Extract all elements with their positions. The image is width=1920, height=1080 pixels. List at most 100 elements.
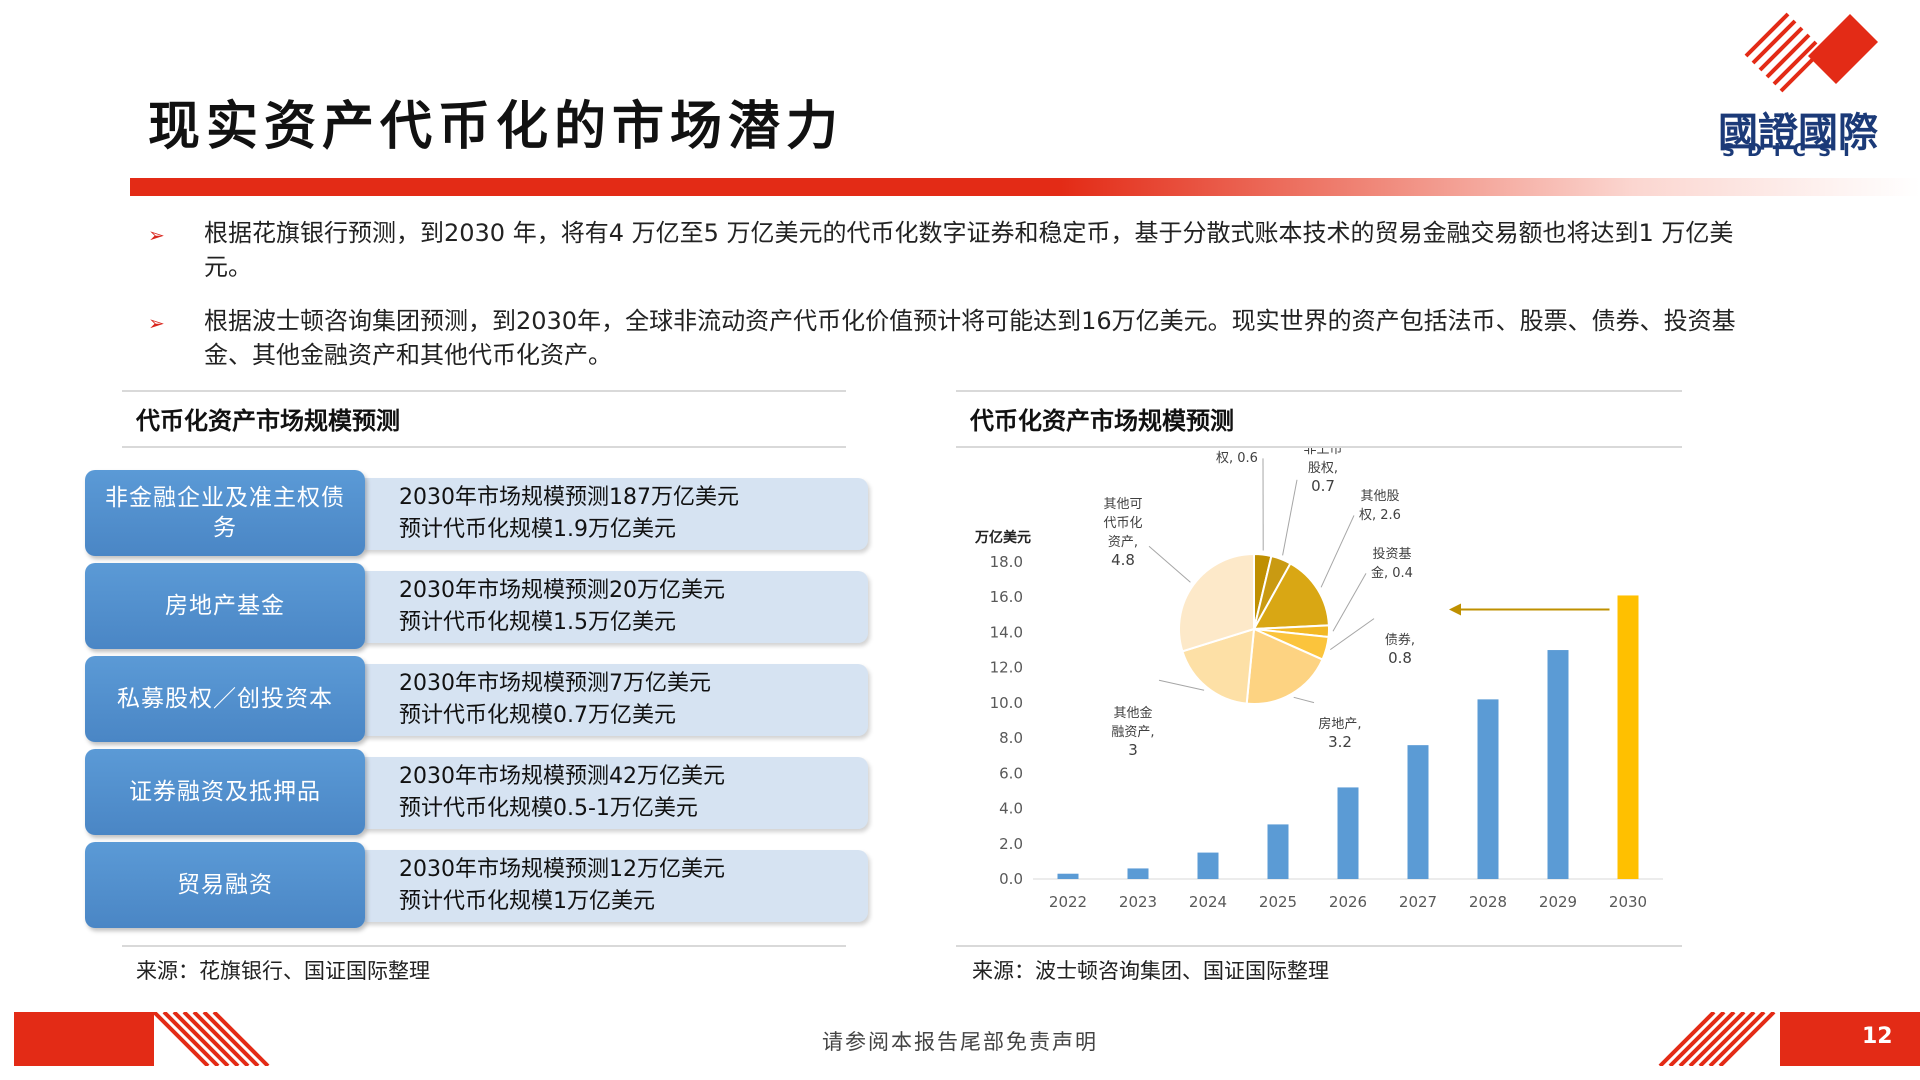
- y-tick-label: 2.0: [999, 835, 1023, 853]
- category-label: 贸易融资: [85, 842, 365, 928]
- x-tick-label: 2024: [1189, 893, 1227, 911]
- y-tick-label: 16.0: [990, 588, 1023, 606]
- x-tick-label: 2030: [1609, 893, 1647, 911]
- bar-2024: [1197, 852, 1219, 879]
- right-panel-title: 代币化资产市场规模预测: [956, 390, 1682, 448]
- bar-2025: [1267, 824, 1289, 879]
- footer-stripe-left: [14, 1012, 270, 1066]
- category-label: 私募股权／创投资本: [85, 656, 365, 742]
- left-panel-title: 代币化资产市场规模预测: [122, 390, 846, 448]
- pie-data-label: 房地产,: [1318, 716, 1361, 732]
- category-row: 2030年市场规模预测12万亿美元 预计代币化规模1万亿美元 贸易融资: [85, 842, 868, 928]
- x-tick-label: 2022: [1049, 893, 1087, 911]
- pie-leader-line: [1320, 515, 1355, 588]
- detail-line: 2030年市场规模预测187万亿美元: [399, 485, 739, 510]
- y-tick-label: 10.0: [990, 694, 1023, 712]
- category-row: 2030年市场规模预测187万亿美元 预计代币化规模1.9万亿美元 非金融企业及…: [85, 470, 868, 556]
- pie-data-label: 非上市: [1303, 448, 1342, 457]
- pie-data-label: 权, 0.6: [1216, 450, 1258, 466]
- pie-slice: [1245, 627, 1324, 705]
- category-row: 2030年市场规模预测20万亿美元 预计代币化规模1.5万亿美元 房地产基金: [85, 563, 868, 649]
- bullet-list: ➢ 根据花旗银行预测，到2030 年，将有4 万亿至5 万亿美元的代币化数字证券…: [148, 216, 1768, 392]
- disclaimer-note: 请参阅本报告尾部免责声明: [822, 1030, 1098, 1054]
- pie-leader-line: [1148, 545, 1191, 583]
- category-detail: 2030年市场规模预测42万亿美元 预计代币化规模0.5-1万亿美元: [363, 757, 868, 829]
- bar-2027: [1407, 745, 1429, 879]
- logo-subtext: SDICSI: [1722, 140, 1862, 161]
- footer-stripe-right: [1658, 1012, 1920, 1066]
- x-tick-label: 2028: [1469, 893, 1507, 911]
- detail-line: 2030年市场规模预测42万亿美元: [399, 764, 725, 789]
- pie-data-label: 资产,: [1108, 535, 1138, 550]
- y-tick-label: 4.0: [999, 800, 1023, 818]
- bullet-item: ➢ 根据波士顿咨询集团预测，到2030年，全球非流动资产代币化价值预计将可能达到…: [148, 304, 1768, 372]
- y-axis-unit-label: 万亿美元: [974, 529, 1031, 546]
- pie-data-label: 4.8: [1111, 551, 1135, 569]
- pie-leader-line: [1158, 679, 1205, 691]
- bullet-text: 根据波士顿咨询集团预测，到2030年，全球非流动资产代币化价值预计将可能达到16…: [204, 307, 1736, 369]
- pie-data-label: 其他股: [1360, 489, 1399, 504]
- detail-line: 预计代币化规模0.7万亿美元: [399, 703, 676, 728]
- pie-data-label: 3.2: [1328, 733, 1352, 751]
- pie-data-label: 3: [1128, 741, 1138, 759]
- detail-line: 2030年市场规模预测7万亿美元: [399, 671, 711, 696]
- detail-line: 预计代币化规模1.9万亿美元: [399, 517, 676, 542]
- category-row: 2030年市场规模预测7万亿美元 预计代币化规模0.7万亿美元 私募股权／创投资…: [85, 656, 868, 742]
- pie-data-label: 0.8: [1388, 649, 1412, 667]
- x-tick-label: 2025: [1259, 893, 1297, 911]
- pie-data-label: 金, 0.4: [1371, 565, 1413, 581]
- page-number: 12: [1862, 1024, 1893, 1049]
- x-tick-label: 2029: [1539, 893, 1577, 911]
- right-panel-divider: [956, 945, 1682, 947]
- x-tick-label: 2023: [1119, 893, 1157, 911]
- pie-data-label: 融资产,: [1111, 725, 1154, 740]
- category-row: 2030年市场规模预测42万亿美元 预计代币化规模0.5-1万亿美元 证券融资及…: [85, 749, 868, 835]
- pie-data-label: 债券,: [1385, 632, 1415, 648]
- category-detail: 2030年市场规模预测20万亿美元 预计代币化规模1.5万亿美元: [363, 571, 868, 643]
- pie-data-label: 投资基: [1372, 546, 1411, 562]
- x-tick-label: 2026: [1329, 893, 1367, 911]
- bar-2028: [1477, 699, 1499, 879]
- bar-2026: [1337, 787, 1359, 879]
- pie-data-label: 权, 2.6: [1359, 507, 1401, 523]
- pie-slice: [1252, 562, 1330, 631]
- pie-data-label: 代币化: [1103, 516, 1142, 531]
- category-label: 非金融企业及准主权债务: [85, 470, 365, 556]
- detail-line: 2030年市场规模预测20万亿美元: [399, 578, 725, 603]
- pie-data-label: 0.7: [1311, 477, 1335, 495]
- page-title: 现实资产代币化的市场潜力: [148, 97, 845, 157]
- category-detail: 2030年市场规模预测7万亿美元 预计代币化规模0.7万亿美元: [363, 664, 868, 736]
- bullet-text: 根据花旗银行预测，到2030 年，将有4 万亿至5 万亿美元的代币化数字证券和稳…: [204, 219, 1734, 281]
- bullet-item: ➢ 根据花旗银行预测，到2030 年，将有4 万亿至5 万亿美元的代币化数字证券…: [148, 216, 1768, 284]
- category-detail: 2030年市场规模预测12万亿美元 预计代币化规模1万亿美元: [363, 850, 868, 922]
- left-panel-divider: [122, 945, 846, 947]
- pie-leader-line: [1330, 618, 1375, 651]
- pie-data-label: 股权,: [1308, 460, 1338, 476]
- pie-data-label: 其他可: [1103, 497, 1142, 512]
- y-tick-label: 8.0: [999, 729, 1023, 747]
- pie-leader-line: [1293, 696, 1315, 704]
- logo-text: 國證國際: [1718, 110, 1878, 156]
- right-source-note: 来源：波士顿咨询集团、国证国际整理: [972, 959, 1329, 983]
- detail-line: 预计代币化规模1.5万亿美元: [399, 610, 676, 635]
- arrow-bullet-icon: ➢: [148, 311, 165, 335]
- pie-leader-line: [1332, 573, 1367, 632]
- category-label: 房地产基金: [85, 563, 365, 649]
- y-tick-label: 0.0: [999, 870, 1023, 888]
- arrow-bullet-icon: ➢: [148, 223, 165, 247]
- highlight-arrow-head: [1449, 603, 1461, 616]
- bar-2029: [1547, 650, 1569, 879]
- x-tick-label: 2027: [1399, 893, 1437, 911]
- pie-slice: [1181, 627, 1256, 705]
- title-underline-bar: [130, 178, 1920, 196]
- pie-leader-line: [1282, 479, 1298, 556]
- bar-2023: [1127, 868, 1149, 879]
- y-tick-label: 6.0: [999, 764, 1023, 782]
- market-size-chart: 万亿美元 0.0 2.0 4.0 6.0 8.0 10.0 12.0 14.0 16.0 18.0 2…: [974, 448, 1663, 911]
- detail-line: 预计代币化规模0.5-1万亿美元: [399, 796, 698, 821]
- y-tick-label: 12.0: [990, 659, 1023, 677]
- y-tick-label: 18.0: [990, 553, 1023, 571]
- left-source-note: 来源：花旗银行、国证国际整理: [136, 959, 430, 983]
- bar-2022: [1057, 873, 1079, 879]
- y-tick-label: 14.0: [990, 623, 1023, 641]
